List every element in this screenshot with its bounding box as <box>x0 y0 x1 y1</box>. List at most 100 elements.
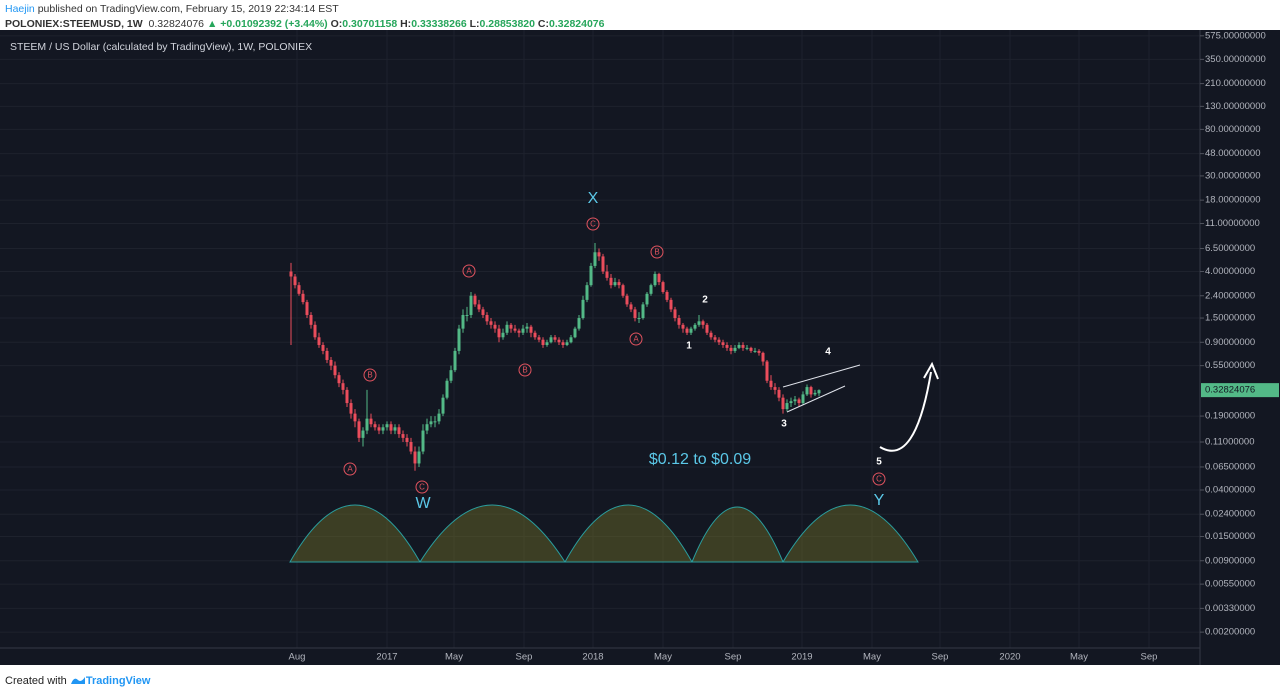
candle-body <box>289 271 293 277</box>
header: Haejin published on TradingView.com, Feb… <box>5 2 605 32</box>
price-tag <box>1201 383 1279 398</box>
ohlc-key: H: <box>400 18 412 30</box>
arrow <box>879 361 939 452</box>
candle-body <box>761 352 765 362</box>
candle-body <box>817 390 821 394</box>
candle-body <box>469 295 473 315</box>
candle-body <box>785 403 789 410</box>
candle-body <box>733 347 737 351</box>
candle-body <box>737 344 741 348</box>
y-tick-label: 0.00550000 <box>1205 579 1255 590</box>
candle-body <box>649 285 653 294</box>
candle-body <box>665 291 669 300</box>
x-tick-label: 2017 <box>376 652 397 663</box>
candle-body <box>433 421 437 423</box>
candle-body <box>781 397 785 410</box>
logo-shape <box>70 677 85 684</box>
logo <box>70 677 85 684</box>
y-tick-label: 2.40000000 <box>1205 290 1255 301</box>
candle-body <box>741 344 745 348</box>
candle-body <box>309 314 313 325</box>
wave-letter: A <box>347 465 353 474</box>
y-tick-label: 0.04000000 <box>1205 485 1255 496</box>
candle-body <box>753 350 757 352</box>
candle-body <box>797 399 801 404</box>
ohlc-val: 0.33338266 <box>411 18 467 30</box>
candle-body <box>621 285 625 296</box>
candle-body <box>685 328 689 333</box>
candle-body <box>353 413 357 422</box>
candle-body <box>545 342 549 345</box>
arrow-curve <box>879 371 932 452</box>
candle-body <box>533 332 537 338</box>
annotations: X W Y A A A B B B C C C 1 2 3 <box>343 190 886 512</box>
author[interactable]: Haejin <box>5 3 35 15</box>
candle-body <box>705 324 709 333</box>
y-tick-label: 0.06500000 <box>1205 461 1255 472</box>
wave-number: 2 <box>702 295 708 306</box>
price: 0.32824076 <box>148 18 205 30</box>
x-tick-label: May <box>445 652 463 663</box>
x-tick-label: May <box>1070 652 1088 663</box>
candle-body <box>429 421 433 425</box>
wave-circle <box>650 245 664 259</box>
candle-body <box>729 347 733 351</box>
candle-body <box>501 332 505 338</box>
wave-circle <box>462 264 476 278</box>
candle-body <box>777 389 781 398</box>
ohlc-key: L: <box>469 18 480 30</box>
wave-label: Y <box>874 492 885 509</box>
wave-letter: C <box>590 220 596 229</box>
candle-body <box>333 365 337 376</box>
x-tick-label: Sep <box>932 652 949 663</box>
candle-body <box>601 256 605 272</box>
y-tick-label: 0.01500000 <box>1205 531 1255 542</box>
y-tick-label: 0.02400000 <box>1205 509 1255 520</box>
candle-body <box>561 342 565 345</box>
candle-body <box>765 361 769 381</box>
arrow-head <box>923 361 939 380</box>
x-tick-label: 2018 <box>582 652 603 663</box>
candle-body <box>417 451 421 464</box>
candle-body <box>349 403 353 414</box>
candle-body <box>577 318 581 329</box>
cycle-arc <box>782 504 919 563</box>
x-tick-label: Sep <box>516 652 533 663</box>
candle-body <box>453 350 457 371</box>
ohlc-val: 0.32824076 <box>549 18 605 30</box>
y-tick-label: 210.00000000 <box>1205 78 1266 89</box>
y-tick-label: 0.00330000 <box>1205 603 1255 614</box>
x-tick-label: Sep <box>1141 652 1158 663</box>
candle-body <box>725 344 729 348</box>
brand[interactable]: TradingView <box>85 675 151 687</box>
candle-body <box>513 328 517 331</box>
candle-body <box>481 309 485 315</box>
wave-label: W <box>415 495 431 512</box>
candle-body <box>341 383 345 390</box>
wave-letter: C <box>419 483 425 492</box>
candle-body <box>421 430 425 452</box>
ohlc-key: C: <box>537 18 550 30</box>
candle-body <box>809 387 813 395</box>
candle-body <box>305 302 309 315</box>
publish-line: Haejin published on TradingView.com, Feb… <box>5 2 605 17</box>
y-tick-label: 4.00000000 <box>1205 266 1255 277</box>
candle-body <box>381 427 385 431</box>
cycle-arc <box>419 504 566 563</box>
candle-body <box>521 328 525 333</box>
chart-title: STEEM / US Dollar (calculated by Trading… <box>10 41 312 53</box>
candle-body <box>505 324 509 333</box>
x-tick-label: May <box>863 652 881 663</box>
candle-body <box>605 271 609 278</box>
candle-body <box>693 324 697 329</box>
candle-body <box>677 318 681 325</box>
candle-body <box>329 359 333 366</box>
candle-body <box>713 337 717 340</box>
candle-body <box>525 326 529 329</box>
candle-body <box>529 326 533 333</box>
x-tick-label: 2019 <box>791 652 812 663</box>
ohlc-val: 0.28853820 <box>479 18 535 30</box>
candle-body <box>441 397 445 414</box>
candle-body <box>365 418 369 431</box>
candle-body <box>581 299 585 319</box>
